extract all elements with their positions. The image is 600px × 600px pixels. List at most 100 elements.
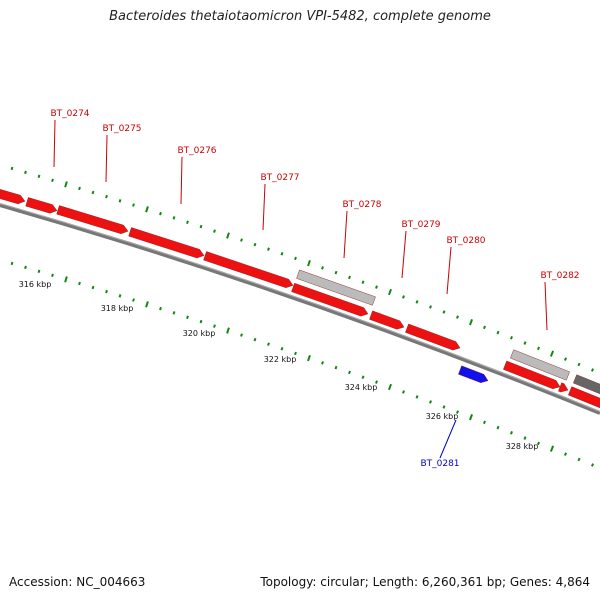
inner-scale-tick: [10, 261, 14, 266]
outer-scale-tick: [213, 229, 216, 233]
genome-backbone: [0, 203, 600, 415]
inner-scale-tick: [321, 361, 324, 365]
gene-arrow: [558, 382, 569, 393]
inner-scale-tick: [375, 380, 378, 384]
inner-scale-tick: [213, 324, 216, 328]
leader-line: [401, 230, 407, 279]
scale-label: 328 kbp: [506, 442, 539, 451]
gene-arrow: [203, 251, 294, 288]
outer-scale-tick: [577, 362, 581, 367]
outer-scale-tick: [375, 285, 378, 289]
gene-label: BT_0275: [102, 124, 141, 134]
inner-scale-tick: [78, 281, 81, 286]
gene-label: BT_0274: [50, 109, 89, 119]
outer-scale-tick: [226, 232, 230, 239]
label-leader-lines: [53, 119, 548, 459]
leader-line: [544, 281, 548, 331]
outer-scale-tick: [10, 166, 14, 171]
accession-label: Accession:: [9, 575, 73, 589]
gene-labels: BT_0274 BT_0275 BT_0276 BT_0277 BT_0278 BT_02…: [50, 109, 579, 469]
outer-scale-tick: [64, 181, 68, 188]
inner-scale-tick: [591, 463, 594, 467]
leader-line: [105, 134, 108, 183]
inner-scale-tick: [294, 351, 297, 356]
outer-scale-tick: [24, 170, 27, 175]
inner-scale-tick: [253, 337, 257, 342]
inner-scale-tick: [429, 400, 432, 404]
inner-scale-tick: [307, 354, 311, 362]
feature-bar: [510, 349, 570, 381]
outer-scale-tick: [105, 194, 108, 199]
outer-scale-tick: [510, 336, 513, 340]
inner-scale-tick: [442, 405, 446, 409]
backbone-line: [0, 203, 600, 415]
outer-scale-tick: [172, 216, 176, 220]
outer-scale-tick: [388, 288, 392, 296]
outer-scale-tick: [51, 178, 54, 183]
feature-bar: [573, 374, 600, 398]
length-value: 6,260,361 bp: [421, 575, 502, 589]
outer-scale-tick: [280, 252, 284, 256]
scale-labels: 316 kbp 318 kbp 320 kbp 322 kbp 324 kbp 326 k…: [19, 280, 539, 451]
gene-label: BT_0279: [401, 220, 440, 230]
outer-scale-tick: [496, 330, 500, 335]
inner-scale-tick: [537, 441, 540, 446]
outer-scale-tick: [294, 256, 297, 261]
gene-arrow: [56, 205, 129, 234]
gene-arrow: [568, 386, 600, 412]
inner-scale-tick: [549, 445, 555, 452]
inner-scale-tick: [51, 273, 54, 278]
leader-line: [53, 119, 56, 168]
inner-scale-tick: [402, 390, 405, 394]
inner-scale-tick: [523, 436, 527, 440]
gene-arrow: [405, 323, 461, 351]
outer-scale-tick: [334, 270, 338, 275]
gene-label: BT_0282: [540, 271, 579, 281]
outer-scale-tick: [91, 190, 95, 195]
outer-scale-tick: [415, 300, 419, 304]
gene-label: BT_0277: [260, 173, 299, 183]
outer-scale-tick: [456, 315, 459, 319]
gene-arrow: [291, 282, 369, 317]
gene-arrow: [369, 310, 405, 330]
scale-label: 320 kbp: [183, 329, 216, 338]
outer-scale-tick: [468, 319, 474, 326]
scale-label: 318 kbp: [101, 304, 134, 313]
gene-label: BT_0281: [420, 459, 459, 469]
inner-scale-tick: [226, 327, 230, 334]
gene-arrow: [25, 197, 58, 214]
inner-scale-tick: [186, 315, 189, 320]
outer-scale-tick: [483, 325, 486, 330]
outer-scale-tick: [78, 186, 81, 191]
inner-scale-tick: [510, 431, 513, 435]
genome-stats: Topology: circular; Length: 6,260,361 bp…: [260, 575, 590, 589]
inner-scale-tick: [496, 425, 500, 430]
inner-scale-tick: [267, 342, 270, 346]
inner-scale-tick: [415, 395, 419, 399]
leader-line: [439, 419, 457, 459]
gene-arrow: [503, 360, 561, 390]
inner-scale-tick: [483, 420, 486, 425]
scale-label: 326 kbp: [426, 412, 459, 421]
inner-scale-tick: [280, 347, 284, 351]
scale-label: 324 kbp: [345, 383, 378, 392]
outer-scale-tick: [537, 346, 540, 351]
inner-scale-tick: [91, 285, 95, 290]
outer-scale-tick: [564, 357, 567, 361]
inner-scale-tick: [577, 457, 581, 462]
topology-label: Topology:: [260, 575, 317, 589]
length-label: Length:: [372, 575, 419, 589]
inner-scale-tick: [361, 375, 365, 379]
outer-scale-tick: [348, 275, 351, 280]
gene-label: BT_0276: [177, 146, 216, 156]
inner-scale-tick: [64, 276, 68, 283]
inner-scale-tick: [24, 265, 27, 270]
genes-label: Genes:: [509, 575, 552, 589]
inner-scale-tick: [199, 319, 203, 324]
genes-value: 4,864: [555, 575, 590, 589]
scale-label: 322 kbp: [264, 355, 297, 364]
outer-scale-tick: [159, 211, 162, 216]
inner-scale-tick: [118, 294, 122, 298]
